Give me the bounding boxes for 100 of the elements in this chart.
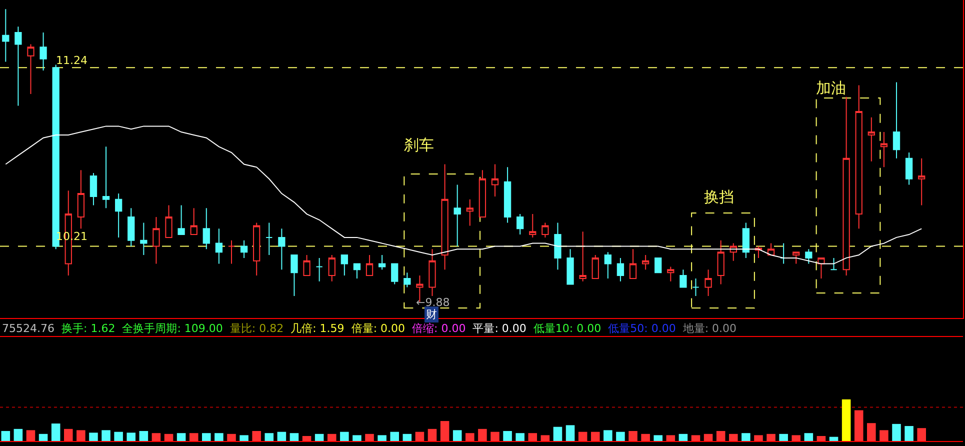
text: 量比: 0.82 xyxy=(230,322,284,335)
candlestick xyxy=(2,8,10,62)
candlestick xyxy=(491,164,499,197)
candlestick xyxy=(240,240,248,258)
bar xyxy=(716,431,726,441)
candlestick xyxy=(818,257,825,279)
candlestick xyxy=(428,248,436,296)
candlestick xyxy=(868,116,875,162)
bar xyxy=(478,428,487,441)
bar xyxy=(742,433,750,441)
bar xyxy=(214,433,224,441)
candlestick xyxy=(340,254,348,276)
candlestick xyxy=(404,272,411,288)
bar xyxy=(390,432,399,441)
bar xyxy=(854,410,864,441)
bar xyxy=(691,435,700,441)
annotation: 11.24 xyxy=(56,54,88,67)
bar xyxy=(641,434,650,441)
candlestick xyxy=(152,216,160,264)
bar xyxy=(553,426,562,441)
candlestick xyxy=(667,266,674,282)
candlestick xyxy=(253,222,260,276)
bar xyxy=(277,432,286,441)
bar xyxy=(892,424,901,441)
bar xyxy=(402,434,412,441)
candlestick xyxy=(579,231,586,282)
annotation: 换挡 xyxy=(704,188,734,206)
text: 全换手周期: 109.00 xyxy=(122,322,223,335)
bar xyxy=(365,434,374,441)
candlestick xyxy=(353,263,361,279)
bar xyxy=(540,435,550,441)
bar xyxy=(164,434,174,441)
candlestick xyxy=(128,208,135,247)
bar xyxy=(604,430,612,441)
candlestick xyxy=(542,222,549,238)
candlestick xyxy=(554,222,562,270)
candlestick xyxy=(391,263,398,285)
candlestick xyxy=(855,84,862,230)
bar xyxy=(516,433,524,441)
candlestick xyxy=(566,248,574,285)
bar xyxy=(754,435,763,441)
bar xyxy=(578,432,588,441)
bar xyxy=(666,435,676,441)
bar xyxy=(252,431,261,441)
bar xyxy=(590,432,600,441)
bar xyxy=(728,434,738,441)
candlestick xyxy=(717,240,724,285)
candlestick xyxy=(629,248,637,279)
candlestick xyxy=(504,166,512,224)
candlestick xyxy=(115,193,122,238)
bar xyxy=(227,434,236,441)
bar xyxy=(1,431,10,441)
bar xyxy=(829,436,838,441)
annotation: 加油 xyxy=(816,79,846,97)
bar xyxy=(490,432,500,441)
candlestick xyxy=(478,170,486,218)
candlestick xyxy=(190,208,198,236)
bar xyxy=(804,433,814,441)
candlestick xyxy=(178,204,185,236)
candlestick xyxy=(316,257,323,282)
bar xyxy=(26,430,36,441)
candlestick xyxy=(516,214,524,236)
bar xyxy=(766,434,776,441)
bar xyxy=(64,428,73,441)
text: 平量: 0.00 xyxy=(472,322,526,335)
candlestick xyxy=(40,32,47,72)
candlestick xyxy=(616,257,624,282)
bar xyxy=(126,432,136,441)
bar xyxy=(779,434,788,441)
candlestick xyxy=(366,254,374,276)
bar xyxy=(38,434,48,441)
annotation: 刹车 xyxy=(404,136,434,154)
bar xyxy=(678,434,688,441)
bar xyxy=(14,428,23,441)
bar xyxy=(139,431,148,441)
bar xyxy=(51,424,60,441)
bar xyxy=(340,432,349,441)
candlestick xyxy=(378,254,386,270)
candlestick xyxy=(842,96,850,276)
bar xyxy=(867,423,876,441)
candlestick xyxy=(27,44,34,94)
bar xyxy=(528,433,538,441)
text: 财 xyxy=(426,308,437,321)
bar xyxy=(290,433,299,441)
candlestick xyxy=(77,170,84,230)
text: 低量10: 0.00 xyxy=(533,322,602,335)
bar xyxy=(114,432,123,441)
candlestick xyxy=(830,257,838,270)
candlestick xyxy=(604,252,612,279)
bar xyxy=(440,421,450,441)
text: 换手: 1.62 xyxy=(62,322,116,335)
bar xyxy=(314,434,324,441)
bar xyxy=(566,425,575,441)
text: 地量: 0.00 xyxy=(682,322,737,335)
candlestick xyxy=(454,184,461,247)
bar xyxy=(264,433,274,441)
bar xyxy=(452,430,462,441)
candlestick xyxy=(918,158,926,206)
bar xyxy=(503,431,512,441)
candlestick xyxy=(680,269,687,288)
